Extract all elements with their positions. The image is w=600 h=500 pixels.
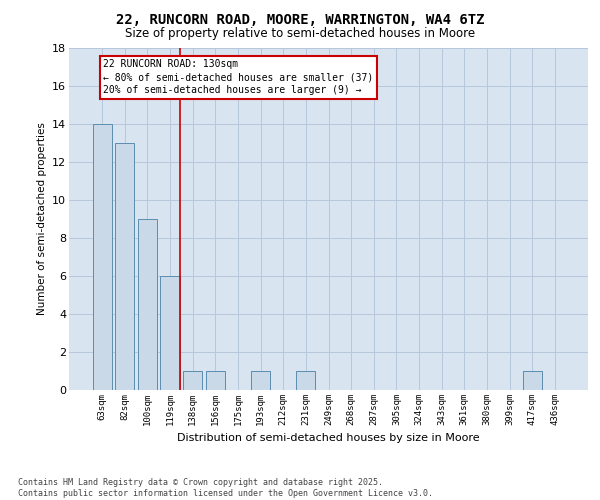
Bar xyxy=(206,371,225,390)
Text: 22 RUNCORN ROAD: 130sqm
← 80% of semi-detached houses are smaller (37)
20% of se: 22 RUNCORN ROAD: 130sqm ← 80% of semi-de… xyxy=(103,59,374,96)
Text: Contains HM Land Registry data © Crown copyright and database right 2025.
Contai: Contains HM Land Registry data © Crown c… xyxy=(18,478,433,498)
Bar xyxy=(296,371,316,390)
Bar xyxy=(183,371,202,390)
X-axis label: Distribution of semi-detached houses by size in Moore: Distribution of semi-detached houses by … xyxy=(177,434,480,444)
Bar xyxy=(251,371,270,390)
Text: 22, RUNCORN ROAD, MOORE, WARRINGTON, WA4 6TZ: 22, RUNCORN ROAD, MOORE, WARRINGTON, WA4… xyxy=(116,12,484,26)
Bar xyxy=(160,276,180,390)
Text: Size of property relative to semi-detached houses in Moore: Size of property relative to semi-detach… xyxy=(125,28,475,40)
Bar xyxy=(523,371,542,390)
Bar xyxy=(138,219,157,390)
Bar xyxy=(115,142,134,390)
Y-axis label: Number of semi-detached properties: Number of semi-detached properties xyxy=(37,122,47,315)
Bar xyxy=(92,124,112,390)
